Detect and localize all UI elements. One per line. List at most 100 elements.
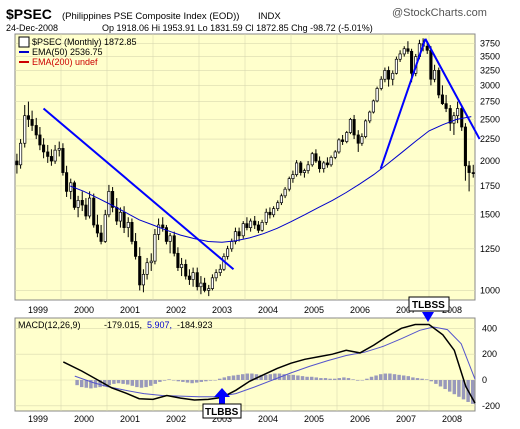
candle-body (268, 211, 272, 216)
macd-legend-title: MACD(12,26,9) (18, 320, 81, 330)
macd-x-tick: 1999 (28, 414, 48, 424)
candle-body (46, 151, 50, 157)
symbol-title: $PSEC (6, 6, 52, 22)
histogram-bar (406, 376, 411, 380)
histogram-bar (208, 380, 213, 381)
candle-body (15, 160, 19, 166)
histogram-bar (153, 380, 158, 384)
histogram-bar (383, 373, 388, 380)
candle-body (72, 182, 76, 208)
candle-body (23, 115, 27, 144)
histogram-bar (263, 374, 268, 380)
histogram-bar (222, 377, 227, 380)
histogram-bar (240, 374, 245, 380)
histogram-bar (434, 380, 438, 384)
candle-body (118, 211, 122, 222)
candle-body (463, 126, 467, 167)
candle-body (287, 178, 291, 190)
candle-body (153, 234, 157, 262)
candle-body (452, 115, 456, 124)
histogram-bar (217, 378, 222, 380)
candle-body (76, 200, 80, 208)
candle-body (256, 224, 260, 231)
candle-body (356, 134, 360, 144)
price-y-tick: 3750 (480, 39, 500, 49)
macd-legend-value: -179.015, (104, 320, 142, 330)
index-name: (Philippines PSE Composite Index (EOD)) (62, 11, 239, 22)
candle-body (360, 136, 364, 144)
tlbbs-annotation: TLBBS (202, 388, 242, 419)
candle-body (391, 72, 395, 80)
candle-body (218, 268, 222, 273)
histogram-bar (411, 377, 415, 380)
histogram-bar (328, 378, 332, 380)
macd-line (62, 323, 476, 404)
histogram-bar (346, 378, 351, 380)
candle-body (49, 156, 53, 162)
histogram-bar (443, 380, 447, 390)
candle-body (88, 197, 92, 217)
price-x-tick: 2004 (258, 305, 278, 315)
trendline (379, 38, 427, 169)
histogram-bar (199, 380, 204, 382)
tlbss-label: TLBSS (412, 300, 445, 311)
macd-y-tick: 200 (482, 349, 497, 359)
histogram-bar (171, 380, 176, 381)
candle-body (161, 224, 165, 228)
histogram-bar (236, 374, 240, 380)
legend-main: $PSEC (Monthly) 1872.85 (32, 37, 137, 47)
candle-body (394, 58, 398, 74)
histogram-bar (259, 374, 263, 380)
candle-body (210, 277, 214, 289)
candle-body (164, 227, 168, 242)
histogram-bar (254, 374, 259, 380)
price-y-tick: 1000 (480, 285, 500, 295)
candle-body (99, 232, 103, 242)
macd-y-tick-labels: -200 0 200 400 (482, 323, 500, 411)
candle-body (456, 108, 460, 117)
candle-body (176, 252, 180, 268)
candle-body (103, 214, 107, 242)
price-y-tick: 2500 (480, 114, 500, 124)
price-y-tick-labels: 1000 1250 1500 1750 2000 2250 2500 2750 3000 3250… (480, 39, 500, 296)
histogram-bar (351, 379, 355, 380)
trendline (424, 38, 481, 140)
macd-legend-hist: -184.923 (177, 320, 213, 330)
histogram-bar (300, 376, 305, 380)
candle-body (276, 202, 280, 209)
candle-body (337, 139, 341, 153)
histogram-bar (213, 380, 217, 381)
candle-body (145, 262, 149, 275)
histogram-bar (319, 378, 323, 380)
price-y-tick: 2000 (480, 156, 500, 166)
histogram-bar (282, 374, 286, 380)
price-y-tick: 3250 (480, 65, 500, 75)
macd-x-tick: 2001 (120, 414, 140, 424)
histogram-bar (309, 376, 314, 380)
price-x-tick: 2007 (396, 305, 416, 315)
histogram-bar (144, 380, 148, 388)
candle-body (115, 207, 119, 222)
candle-body (345, 132, 349, 142)
tlbss-annotation: TLBSS (408, 296, 450, 322)
price-x-tick: 1999 (28, 305, 48, 315)
candle-body (195, 272, 199, 288)
candle-body (168, 235, 172, 242)
macd-x-tick: 2000 (74, 414, 94, 424)
candle-body (437, 70, 441, 96)
histogram-bar (139, 380, 144, 388)
histogram-bar (342, 377, 346, 380)
histogram-bar (365, 378, 369, 380)
candle-body (272, 208, 276, 216)
trendlines (42, 38, 481, 271)
stockcharts-logo: @StockCharts.com (392, 7, 487, 19)
tlbss-arrow (422, 312, 434, 322)
candle-body (264, 211, 268, 223)
macd-x-tick: 2005 (304, 414, 324, 424)
histogram-bar (112, 380, 116, 384)
candle-body (184, 263, 188, 277)
histogram-bar (397, 374, 401, 380)
candle-body (341, 139, 345, 142)
candle-body (226, 248, 230, 257)
